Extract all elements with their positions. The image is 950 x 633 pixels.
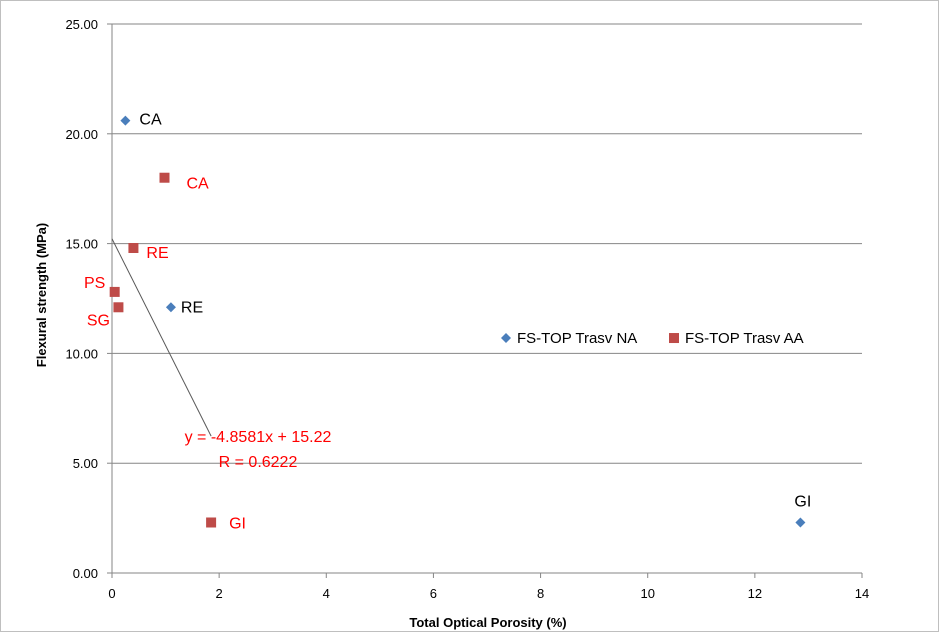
legend: FS-TOP Trasv NA FS-TOP Trasv AA <box>501 330 804 347</box>
trendline-group: y = -4.8581x + 15.22 R = 0.6222 <box>111 238 332 471</box>
y-tick-label: 0.00 <box>73 566 98 581</box>
data-point-na <box>165 302 176 313</box>
x-tick-label: 6 <box>430 586 437 601</box>
trendline-r-value: R = 0.6222 <box>219 454 298 471</box>
legend-marker-aa <box>669 333 679 344</box>
trendline-equation: y = -4.8581x + 15.22 <box>185 429 332 446</box>
y-tick-label: 10.00 <box>65 346 98 361</box>
point-labels: CA RE GI CA RE PS SG GI <box>84 112 811 533</box>
x-tick-label: 8 <box>537 586 544 601</box>
y-tick-label: 5.00 <box>73 456 98 471</box>
data-label: CA <box>187 176 210 193</box>
x-tick-label: 0 <box>108 586 115 601</box>
data-points <box>109 115 806 528</box>
data-point-aa <box>159 172 170 183</box>
x-tick-label: 4 <box>323 586 330 601</box>
gridlines <box>112 23 862 464</box>
data-label: RE <box>181 299 203 316</box>
data-point-aa <box>128 242 139 253</box>
data-label: GI <box>794 493 811 510</box>
x-tick-label: 2 <box>216 586 223 601</box>
trendline <box>111 238 212 437</box>
y-tick-label: 25.00 <box>65 17 98 32</box>
data-label: SG <box>87 312 110 329</box>
data-label: RE <box>146 245 168 262</box>
legend-marker-na <box>501 333 511 344</box>
x-tick-label: 12 <box>748 586 762 601</box>
x-tick-label: 10 <box>640 586 654 601</box>
legend-entry-label: FS-TOP Trasv AA <box>685 330 804 347</box>
data-point-na <box>795 517 806 528</box>
data-point-aa <box>206 517 217 528</box>
data-label: GI <box>229 515 246 532</box>
data-label: PS <box>84 275 105 292</box>
y-tick-label: 20.00 <box>65 127 98 142</box>
legend-entry-label: FS-TOP Trasv NA <box>517 330 637 347</box>
data-label: CA <box>139 112 162 129</box>
y-axis-title: Flexural strength (MPa) <box>34 223 49 367</box>
axes: 0.00 5.00 10.00 15.00 20.00 25.00 0 2 4 6 8 10 12 14 <box>65 17 869 601</box>
x-axis-title: Total Optical Porosity (%) <box>409 615 566 630</box>
y-tick-label: 15.00 <box>65 237 98 252</box>
data-point-aa <box>109 286 120 297</box>
data-point-na <box>120 115 131 126</box>
data-point-aa <box>113 302 124 313</box>
x-tick-label: 14 <box>855 586 869 601</box>
